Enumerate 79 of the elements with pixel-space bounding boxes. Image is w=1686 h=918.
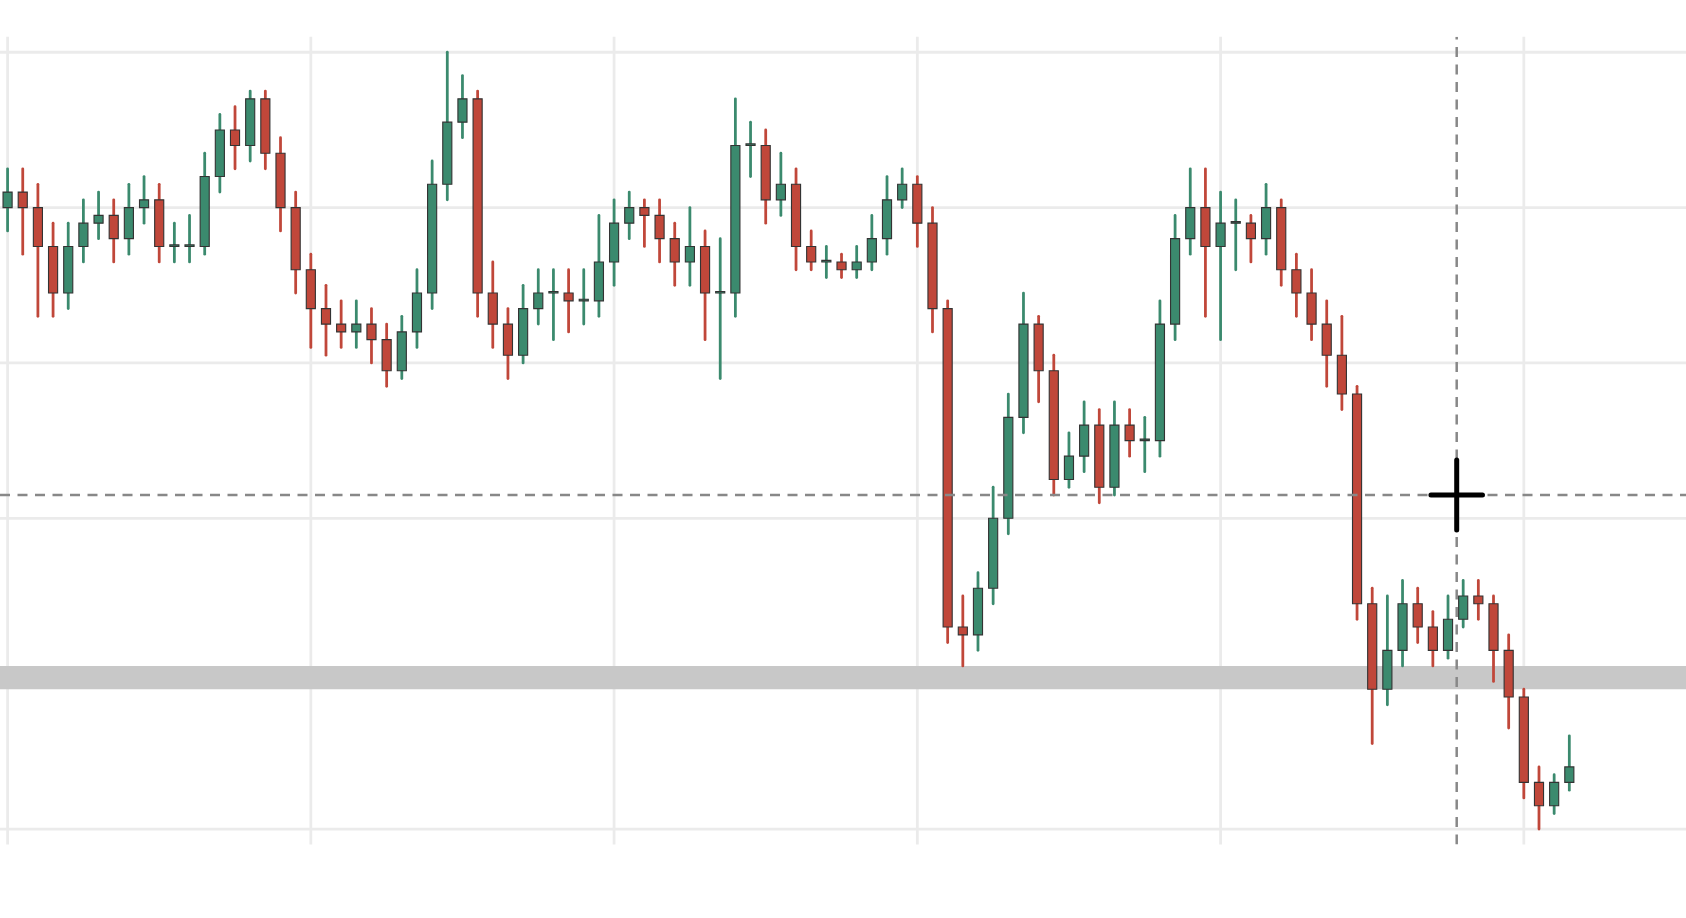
candlestick [396,314,407,380]
candlestick [1397,579,1408,668]
candlestick [47,221,59,318]
candlestick [745,120,756,178]
candlestick [775,151,786,217]
candlestick [1533,765,1545,831]
candlestick [548,268,559,342]
candlestick [351,299,362,349]
candlestick [806,229,817,272]
candlestick [1549,773,1560,815]
candlestick [381,322,392,388]
candlestick [897,167,908,209]
candlestick [1200,167,1211,318]
candlestick [699,229,711,342]
candlestick [63,221,74,310]
candlestick [1124,408,1135,458]
candlestick [624,190,635,241]
candlestick [108,198,119,264]
candlestick [639,198,650,248]
candlestick [1063,431,1075,489]
candlestick [1306,268,1317,342]
candlestick [487,260,498,349]
candlestick [684,206,695,287]
candlestick [184,213,195,264]
candlestick [154,182,165,264]
candlestick [836,252,847,279]
candlestick [17,167,28,256]
candlestick [229,105,241,171]
candlestick [1033,314,1044,404]
candlestick [563,268,574,334]
candlestick [1230,198,1241,272]
candlestick [715,237,726,380]
candlestick [366,307,377,365]
candlestick [169,221,180,264]
candlestick [32,182,44,318]
candlestick [881,175,893,256]
candlestick [305,252,316,349]
candlestick [1185,167,1196,256]
candlestick [654,198,665,264]
candlestick [1473,579,1484,621]
candlestick [669,221,680,287]
candlestick [1079,400,1090,474]
candlestick [851,245,862,279]
candlestick [608,198,620,287]
candlestick [1488,594,1499,683]
candlestick [1412,586,1423,644]
candlestick [411,268,423,349]
candlestick [1503,633,1514,730]
candlestick [1427,610,1438,668]
candlestick [320,283,332,357]
candlestick [533,268,544,326]
candlestick [457,74,468,140]
candlestick [593,213,605,318]
candlestick [138,175,150,225]
candlestick [1336,314,1347,411]
candlestick [1321,299,1332,388]
candlestick [1215,190,1226,342]
candlestick [93,190,104,241]
candlestick [912,175,923,248]
candlestick [1382,594,1393,707]
candlestick [78,198,89,264]
candlestick [336,299,347,349]
candlestick [972,571,984,652]
candlestick [2,167,13,233]
candlestick [1458,579,1469,629]
candlestick [1442,594,1454,660]
candlestick [1260,182,1272,256]
candlestick [518,283,529,365]
candlestick [957,594,968,668]
candlestick [866,213,877,272]
candlestick [245,89,256,163]
candlestick [1564,734,1575,792]
candlestick [1291,252,1302,318]
candlestick [1245,213,1257,264]
candlestick [1139,415,1150,474]
candlestick [214,113,225,194]
candlestick [123,182,134,256]
candlestick [502,307,514,380]
candlestick [821,245,832,279]
